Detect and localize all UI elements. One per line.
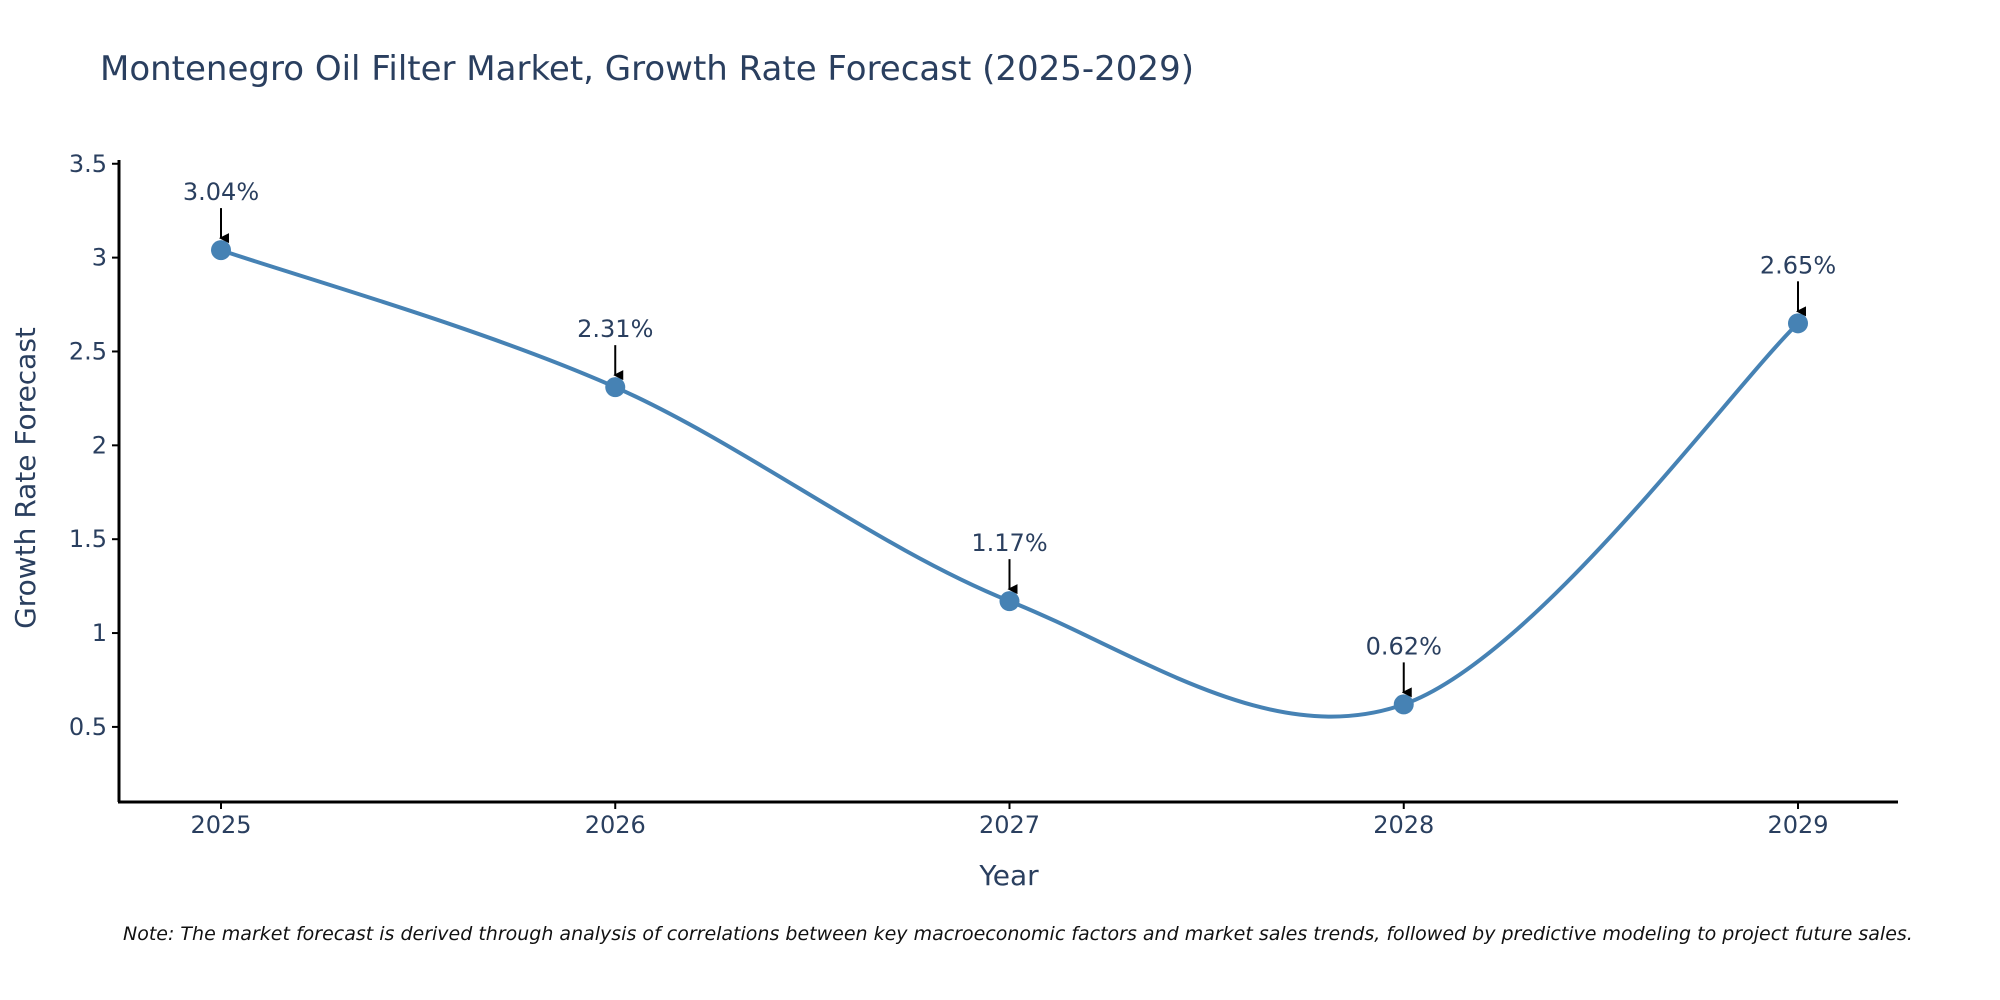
- data-point: [605, 377, 626, 398]
- footnote: Note: The market forecast is derived thr…: [123, 923, 1913, 945]
- x-tick-label: 2026: [585, 811, 646, 839]
- y-tick-label: 2.5: [69, 337, 107, 365]
- data-label: 0.62%: [1366, 632, 1442, 660]
- x-axis-title: Year: [978, 859, 1039, 892]
- x-tick-label: 2029: [1767, 811, 1828, 839]
- y-tick-label: 1.5: [69, 525, 107, 553]
- y-tick-label: 3: [92, 244, 107, 272]
- x-tick-label: 2028: [1373, 811, 1434, 839]
- data-point: [999, 591, 1020, 612]
- data-point: [211, 240, 231, 261]
- x-tick-label: 2025: [190, 811, 251, 839]
- data-label: 2.65%: [1760, 251, 1836, 279]
- y-tick-label: 3.5: [69, 150, 107, 178]
- x-tick-label: 2027: [979, 811, 1040, 839]
- y-tick-label: 1: [92, 619, 107, 647]
- y-axis-title: Growth Rate Forecast: [9, 327, 42, 629]
- series-line: [219, 248, 1800, 719]
- data-label: 3.04%: [183, 178, 259, 206]
- data-point: [1393, 694, 1414, 715]
- data-label: 2.31%: [577, 315, 653, 343]
- chart-title: Montenegro Oil Filter Market, Growth Rat…: [100, 49, 1194, 89]
- y-tick-label: 0.5: [69, 713, 107, 741]
- y-tick-label: 2: [92, 431, 107, 459]
- data-label: 1.17%: [971, 529, 1047, 557]
- data-point: [1788, 313, 1808, 334]
